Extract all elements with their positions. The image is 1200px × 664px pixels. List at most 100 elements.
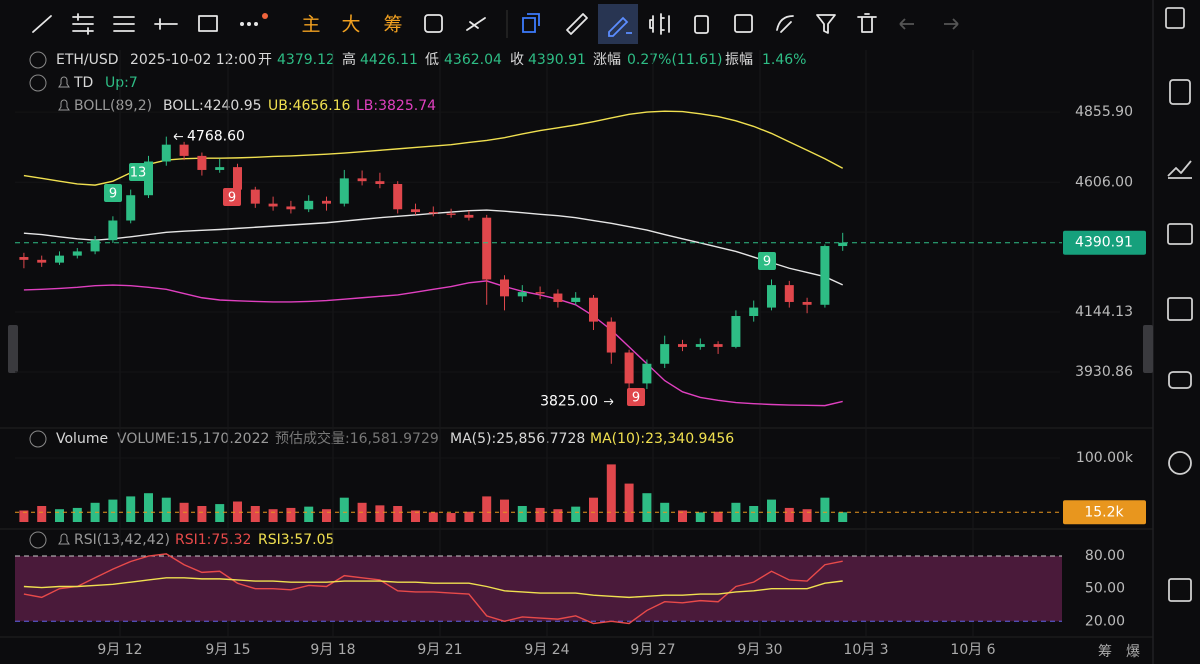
candle-body (802, 301, 812, 305)
bell-icon (58, 76, 70, 88)
collapse-toggle[interactable] (29, 51, 47, 69)
sidebar-icon[interactable] (1167, 160, 1192, 179)
td-name: TD (73, 75, 93, 91)
filter-tool[interactable] (816, 14, 836, 34)
redo[interactable] (944, 18, 959, 30)
draw-tool[interactable] (608, 16, 632, 37)
candle-body (820, 246, 830, 305)
corner-label[interactable]: 爆 (1126, 644, 1140, 660)
candle-body (393, 183, 403, 210)
layer-tool[interactable] (522, 13, 540, 33)
current-price-label: 4390.91 (1075, 235, 1133, 251)
volume-bar (304, 506, 314, 522)
measure-tool[interactable] (466, 17, 486, 31)
x-tick-label: 9月 21 (417, 642, 462, 658)
td-marker (104, 184, 122, 202)
undo[interactable] (899, 18, 914, 30)
candle-body (411, 209, 420, 213)
collapse-toggle[interactable] (29, 74, 47, 92)
td-marker (758, 252, 776, 270)
pane-toggles (29, 51, 47, 549)
volume-bar (375, 505, 385, 522)
candle-body (268, 203, 278, 207)
volume-bar (464, 511, 474, 522)
line-tool[interactable] (32, 15, 52, 33)
volume-bar (322, 509, 331, 522)
collapse-toggle[interactable] (29, 531, 47, 549)
volume-bar (713, 511, 723, 522)
high-label: 4768.60 (187, 129, 245, 145)
volume-bar (411, 510, 420, 522)
sync-tool[interactable] (424, 14, 443, 33)
boll-lb: LB:3825.74 (356, 98, 436, 114)
candle-body (375, 181, 385, 184)
fib-tool[interactable] (113, 16, 135, 32)
volume-bar (606, 464, 616, 522)
main-toggle[interactable]: 主 (301, 14, 320, 36)
copy-tool[interactable] (694, 15, 709, 34)
symbol: ETH/USD (56, 52, 119, 68)
x-tick-label: 9月 27 (630, 642, 675, 658)
volume-estimate: 预估成交量:16,581.9729 (275, 430, 439, 447)
delete-tool[interactable] (857, 13, 877, 33)
candle-body (589, 297, 598, 322)
volume-bar (428, 512, 438, 522)
rsi3-label: RSI3:57.05 (258, 532, 334, 548)
big-toggle[interactable]: 大 (341, 14, 360, 36)
sidebar-icon[interactable] (1167, 223, 1193, 245)
candle-body (286, 206, 296, 210)
edit-tool[interactable] (734, 14, 753, 33)
candle-tool[interactable] (649, 13, 670, 35)
candle-body (767, 285, 776, 308)
candle-body (179, 144, 189, 156)
volume-bar (820, 497, 830, 522)
volume-bar (624, 483, 634, 522)
sidebar-icon[interactable] (1168, 451, 1192, 475)
corner-label[interactable]: 筹 (1098, 643, 1112, 660)
left-handle[interactable] (8, 325, 18, 373)
volume-bar (37, 506, 47, 522)
x-tick-label: 9月 24 (524, 642, 569, 658)
candle-body (535, 292, 545, 294)
volume-bar (535, 507, 545, 522)
collapse-toggle[interactable] (29, 430, 47, 448)
brush-tool[interactable] (776, 15, 794, 33)
volume-bar (517, 506, 527, 522)
candle-body (90, 240, 100, 252)
td-label: 9 (632, 391, 640, 406)
ruler-tool[interactable] (566, 13, 588, 35)
volume-bar (695, 512, 705, 522)
volume-ma10: MA(10):23,340.9456 (590, 431, 734, 447)
volume-bar (642, 493, 652, 522)
sidebar-icon[interactable] (1168, 371, 1192, 389)
sidebar-icon[interactable] (1168, 578, 1192, 602)
candle-body (517, 292, 527, 297)
y-tick-label: 50.00 (1085, 581, 1125, 597)
volume-bar (767, 499, 776, 522)
volume-bar (108, 499, 118, 522)
td-label: 9 (763, 255, 771, 270)
sidebar-icon[interactable] (1167, 297, 1193, 321)
more-tool[interactable] (240, 13, 268, 26)
field-label: 涨幅 (593, 52, 621, 68)
volume-bar (802, 509, 812, 522)
hline-tool[interactable] (154, 18, 178, 30)
rect-tool[interactable] (198, 15, 218, 32)
candle-body (19, 257, 29, 260)
current-price-box (1063, 230, 1146, 255)
parallel-tool[interactable] (72, 13, 94, 35)
sidebar-icon[interactable] (1165, 7, 1185, 29)
volume-bar (571, 506, 581, 522)
right-handle[interactable] (1143, 325, 1153, 373)
boll-name: BOLL(89,2) (74, 98, 152, 114)
volume-bar (393, 506, 403, 522)
volume-bar (589, 497, 598, 522)
candle-body (838, 242, 848, 247)
datetime: 2025-10-02 12:00 (130, 52, 256, 68)
candle-body (322, 200, 331, 204)
chip-toggle[interactable]: 筹 (383, 14, 402, 36)
volume-bar (268, 509, 278, 522)
sidebar-icon[interactable] (1169, 79, 1191, 105)
candle-body (304, 200, 314, 210)
arrow (173, 133, 183, 140)
